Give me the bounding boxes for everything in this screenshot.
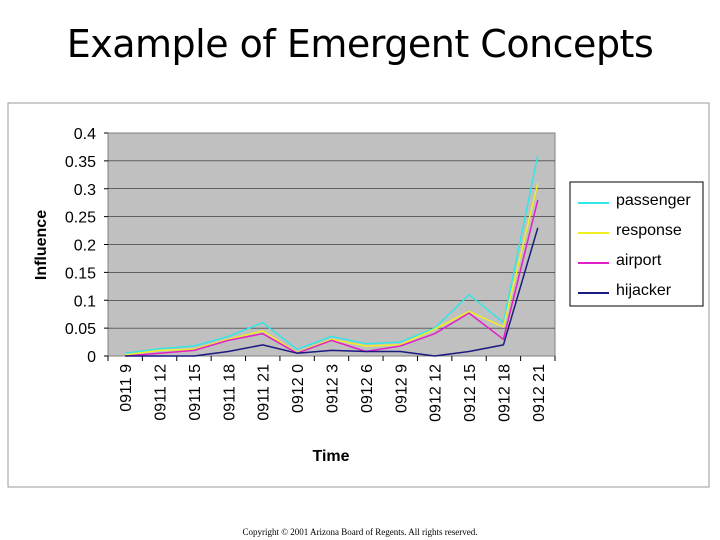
legend-label-response: response: [616, 222, 682, 239]
y-tick-label: 0.25: [65, 210, 96, 227]
x-tick-label: 0912 18: [496, 364, 513, 422]
x-axis-ticks: 0911 9 0911 12 0911 15 0911 18 0911 21 0912 0…: [107, 356, 556, 422]
series-line-passenger: [125, 155, 539, 354]
legend-label-hijacker: hijacker: [616, 282, 672, 299]
x-tick-label: 0911 18: [221, 364, 238, 421]
x-tick-label: 0912 0: [290, 364, 307, 413]
x-tick-label: 0912 3: [325, 364, 342, 413]
y-tick-label: 0.15: [65, 265, 96, 282]
y-axis-ticks: 0 0.05 0.1 0.15 0.2 0.25 0.3 0.35 0.4: [65, 126, 108, 366]
y-tick-label: 0.35: [65, 154, 96, 171]
x-tick-label: 0912 21: [531, 364, 548, 422]
y-tick-label: 0.05: [65, 321, 96, 338]
y-tick-label: 0.4: [74, 126, 96, 143]
y-tick-label: 0.2: [74, 238, 96, 255]
series-line-response: [125, 183, 539, 356]
x-tick-label: 0911 21: [256, 364, 273, 421]
x-tick-label: 0912 9: [393, 364, 410, 413]
x-tick-label: 0912 15: [462, 364, 479, 422]
legend: passenger response airport hijacker: [569, 181, 704, 307]
y-axis-label: Influence: [33, 210, 50, 280]
gridlines: [108, 160, 555, 329]
y-tick-label: 0: [87, 349, 96, 366]
x-axis-label: Time: [312, 448, 349, 465]
legend-label-passenger: passenger: [616, 192, 691, 209]
legend-label-airport: airport: [616, 252, 662, 269]
series-line-airport: [125, 199, 539, 357]
y-tick-label: 0.1: [74, 293, 96, 310]
series-line-hijacker: [125, 227, 539, 357]
y-tick-label: 0.3: [74, 182, 96, 199]
x-tick-label: 0911 9: [118, 364, 135, 412]
copyright-footer: Copyright © 2001 Arizona Board of Regent…: [242, 527, 478, 537]
x-tick-label: 0912 6: [359, 364, 376, 413]
x-tick-label: 0911 12: [153, 364, 170, 421]
x-tick-label: 0911 15: [187, 364, 204, 421]
series-lines: [125, 155, 539, 357]
slide-title: Example of Emergent Concepts: [66, 22, 654, 66]
x-tick-label: 0912 12: [428, 364, 445, 422]
